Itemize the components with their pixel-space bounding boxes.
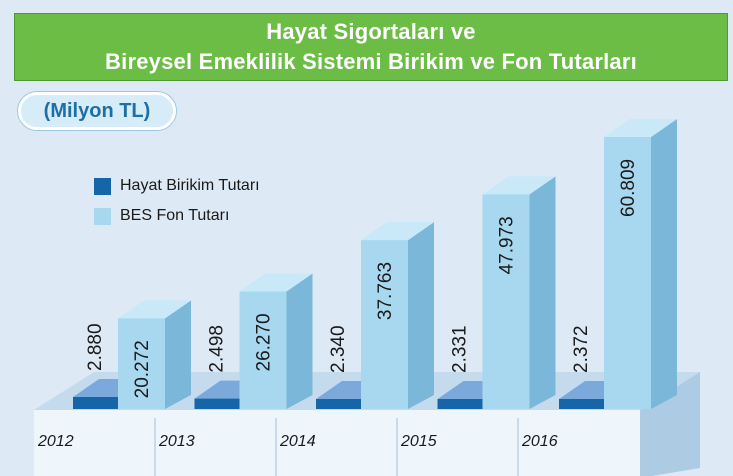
- bes-bar: [118, 318, 165, 409]
- x-tick-label: 2013: [158, 433, 195, 450]
- bes-bar-top: [239, 273, 313, 292]
- legend-label-bes: BES Fon Tutarı: [120, 207, 230, 224]
- hayat-bar: [194, 398, 240, 409]
- hayat-bar: [437, 399, 483, 409]
- title-banner: Hayat Sigortaları ve Bireysel Emeklilik …: [14, 13, 728, 81]
- hayat-bar: [73, 397, 118, 409]
- legend-swatch-hayat: [94, 178, 111, 195]
- bes-bar: [239, 291, 287, 409]
- hayat-value-label: 2.331: [450, 325, 471, 373]
- chart-title-line-1: Hayat Sigortaları ve: [266, 19, 476, 44]
- platform-front: [34, 410, 640, 476]
- hayat-value-label: 2.340: [328, 325, 349, 373]
- bes-value-label: 37.763: [375, 262, 396, 320]
- bes-bar-top: [604, 119, 677, 137]
- hayat-value-label: 2.372: [571, 325, 592, 373]
- legend-label-hayat: Hayat Birikim Tutarı: [120, 177, 260, 194]
- platform-side: [640, 372, 700, 476]
- bes-value-label: 60.809: [618, 159, 639, 217]
- bes-bar-side: [408, 222, 434, 409]
- legend-swatch-bes: [94, 208, 111, 225]
- x-tick-label: 2012: [37, 433, 74, 450]
- chart-title-line-2: Bireysel Emeklilik Sistemi Birikim ve Fo…: [105, 49, 637, 74]
- hayat-value-label: 2.880: [85, 323, 106, 371]
- bes-bar-side: [286, 273, 313, 409]
- x-tick-label: 2014: [279, 433, 316, 450]
- bes-bar-side: [165, 300, 191, 409]
- bes-bar-top: [118, 300, 191, 319]
- unit-label: (Milyon TL): [18, 92, 176, 130]
- bes-bar-side: [651, 119, 677, 409]
- bes-bar-top: [482, 176, 556, 195]
- bes-bar: [361, 240, 408, 409]
- hayat-bar: [559, 399, 604, 409]
- bes-value-label: 47.973: [497, 216, 518, 274]
- x-tick-label: 2016: [521, 433, 558, 450]
- hayat-bar: [316, 399, 361, 409]
- bes-value-label: 26.270: [254, 313, 275, 371]
- bes-bar-side: [529, 176, 556, 409]
- bes-bar: [482, 194, 530, 409]
- bes-value-label: 20.272: [132, 340, 153, 398]
- bes-bar: [604, 137, 651, 409]
- x-tick-label: 2015: [400, 433, 437, 450]
- hayat-value-label: 2.498: [207, 325, 228, 373]
- bes-bar-top: [361, 222, 434, 241]
